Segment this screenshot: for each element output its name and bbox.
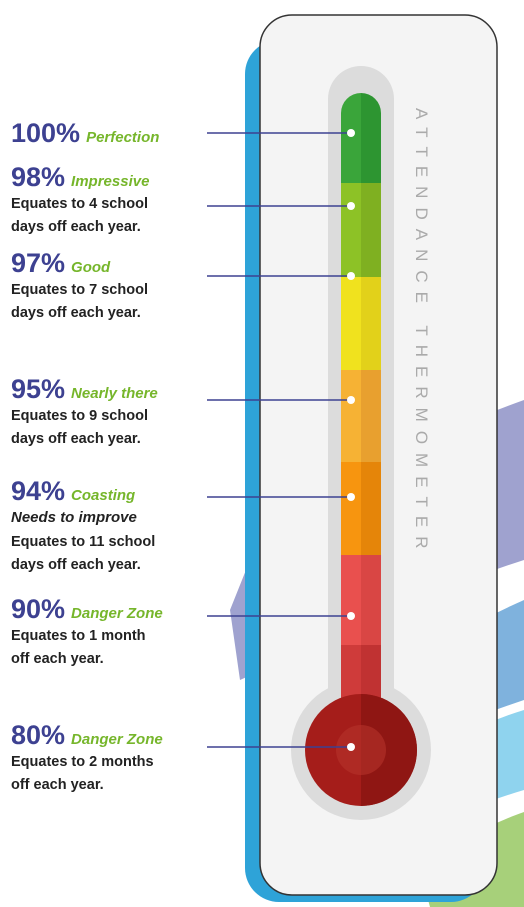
infographic: ATTENDANCE THERMOMETER 100% Perfection 98%… (0, 0, 524, 907)
level-title: 97% Good (11, 248, 111, 278)
level-label: Perfection (86, 129, 159, 146)
percent: 90% (11, 594, 65, 624)
scale (341, 93, 381, 730)
marker-dot (347, 612, 355, 620)
segments (341, 93, 381, 730)
marker-dot (347, 396, 355, 404)
level-title: 80% Danger Zone (11, 720, 163, 750)
marker-dot (347, 493, 355, 501)
segment (361, 93, 381, 183)
percent: 95% (11, 374, 65, 404)
level-label: Impressive (71, 173, 149, 190)
percent: 100% (11, 118, 80, 148)
marker-dot (347, 272, 355, 280)
percent: 98% (11, 162, 65, 192)
segment (341, 183, 361, 277)
segment (341, 370, 361, 462)
level-desc: days off each year. (11, 305, 141, 321)
level-desc: off each year. (11, 777, 104, 793)
level-title: 98% Impressive (11, 162, 149, 192)
level-title: 95% Nearly there (11, 374, 158, 404)
segment (361, 370, 381, 462)
level-note: Needs to improve (11, 509, 137, 526)
level-desc: Equates to 7 school (11, 282, 148, 298)
percent: 94% (11, 476, 65, 506)
marker-dot (347, 743, 355, 751)
segment (341, 277, 361, 370)
level-title: 100% Perfection (11, 118, 159, 148)
segment (361, 183, 381, 277)
level-desc: off each year. (11, 651, 104, 667)
level-desc: Equates to 9 school (11, 408, 148, 424)
segment (341, 555, 361, 645)
segment (361, 462, 381, 555)
level-desc: days off each year. (11, 219, 141, 235)
segment (361, 277, 381, 370)
segment (341, 93, 361, 183)
level-label: Good (71, 259, 111, 276)
level-label: Danger Zone (71, 605, 163, 622)
marker-dot (347, 202, 355, 210)
bulb-glow (336, 725, 386, 775)
vertical-title: ATTENDANCE THERMOMETER (412, 108, 431, 558)
level-label: Danger Zone (71, 731, 163, 748)
level-title: 90% Danger Zone (11, 594, 163, 624)
segment (341, 462, 361, 555)
segment (361, 555, 381, 645)
level-desc: Equates to 2 months (11, 754, 154, 770)
marker-dot (347, 129, 355, 137)
level-title: 94% Coasting (11, 476, 135, 506)
level-desc: Equates to 4 school (11, 196, 148, 212)
level-desc: days off each year. (11, 557, 141, 573)
level-label: Nearly there (71, 385, 158, 402)
level-desc: Equates to 11 school (11, 534, 155, 550)
level-desc: days off each year. (11, 431, 141, 447)
percent: 80% (11, 720, 65, 750)
level-desc: Equates to 1 month (11, 628, 146, 644)
percent: 97% (11, 248, 65, 278)
level-label: Coasting (71, 487, 135, 504)
